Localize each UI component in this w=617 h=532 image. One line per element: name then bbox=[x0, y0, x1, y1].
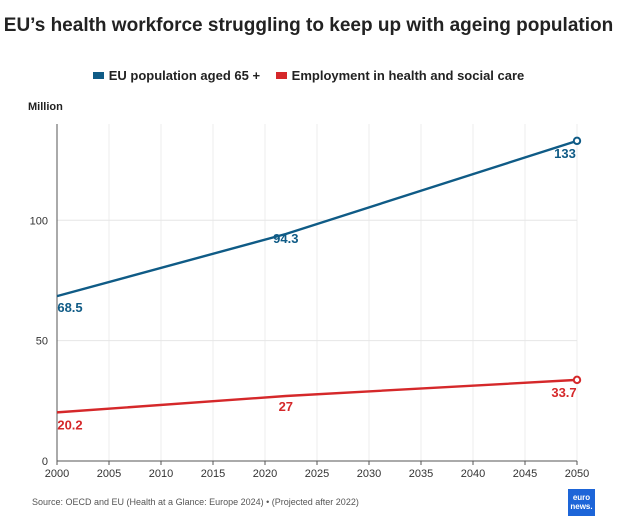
x-tick-label-2000: 2000 bbox=[45, 468, 69, 480]
x-tick-label-2020: 2020 bbox=[253, 468, 277, 480]
x-tick-label-2010: 2010 bbox=[149, 468, 173, 480]
series-end-marker-1 bbox=[572, 375, 582, 385]
legend-label-population: EU population aged 65 + bbox=[108, 68, 261, 83]
legend-label-employment: Employment in health and social care bbox=[291, 68, 525, 83]
x-tick-label-2045: 2045 bbox=[513, 468, 537, 480]
euronews-logo: euro news. bbox=[568, 489, 595, 516]
chart-title: EU’s health workforce struggling to keep… bbox=[3, 15, 614, 36]
y-tick-label-50: 50 bbox=[36, 336, 48, 348]
logo-text-line2: news. bbox=[570, 502, 593, 511]
series-line-0 bbox=[56, 139, 578, 298]
y-tick-label-100: 100 bbox=[30, 215, 48, 227]
data-label-0-0: 68.5 bbox=[57, 300, 82, 315]
logo-text-line1: euro bbox=[572, 493, 591, 502]
x-tick-label-2030: 2030 bbox=[357, 468, 381, 480]
x-tick-label-2015: 2015 bbox=[201, 468, 225, 480]
data-label-0-1: 94.3 bbox=[273, 231, 298, 246]
data-label-0-2: 133 bbox=[554, 146, 576, 161]
legend: EU population aged 65 + Employment in he… bbox=[0, 68, 617, 83]
source-note: Source: OECD and EU (Health at a Glance:… bbox=[32, 497, 359, 507]
x-tick-label-2035: 2035 bbox=[409, 468, 433, 480]
y-axis-unit-label: Million bbox=[28, 101, 63, 113]
legend-swatch-employment bbox=[275, 72, 287, 79]
legend-item-employment: Employment in health and social care bbox=[275, 68, 525, 83]
x-tick-label-2050: 2050 bbox=[565, 468, 589, 480]
data-label-1-1: 27 bbox=[279, 399, 293, 414]
data-label-1-2: 33.7 bbox=[551, 385, 576, 400]
y-tick-label-0: 0 bbox=[42, 456, 48, 468]
legend-item-population: EU population aged 65 + bbox=[92, 68, 261, 83]
x-tick-label-2005: 2005 bbox=[97, 468, 121, 480]
series-end-marker-0 bbox=[572, 136, 582, 146]
data-label-1-0: 20.2 bbox=[57, 417, 82, 432]
x-tick-label-2040: 2040 bbox=[461, 468, 485, 480]
series-line-1 bbox=[56, 378, 578, 414]
x-tick-label-2025: 2025 bbox=[305, 468, 329, 480]
legend-swatch-population bbox=[92, 72, 104, 79]
